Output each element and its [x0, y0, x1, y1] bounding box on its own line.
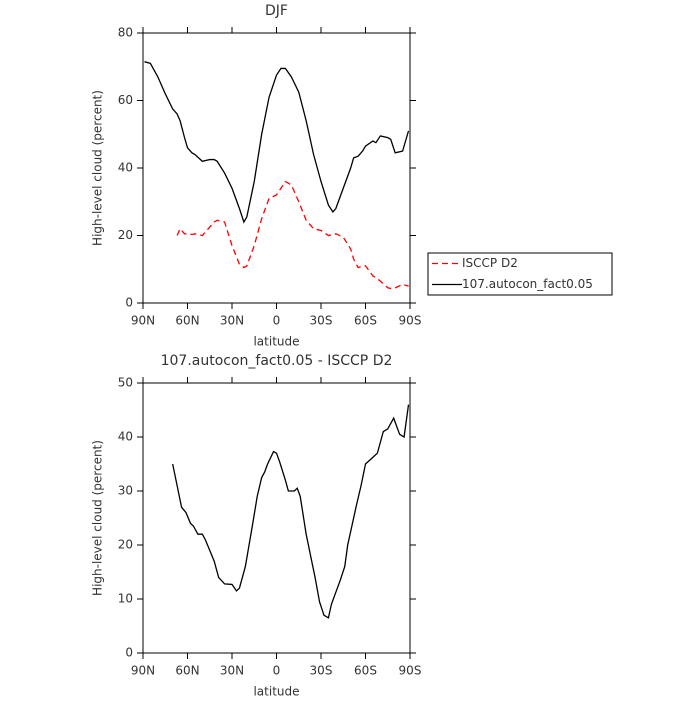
data-line: [176, 180, 409, 290]
legend-label: 107.autocon_fact0.05: [462, 277, 593, 291]
plot-frame: [142, 32, 411, 304]
x-tick-label: 60N: [175, 664, 199, 678]
x-tick-label: 30S: [310, 664, 333, 678]
x-tick-label: 30N: [220, 664, 244, 678]
x-tick-label: 30S: [310, 314, 333, 328]
legend-label: ISCCP D2: [462, 256, 518, 270]
y-tick-label: 0: [125, 296, 133, 310]
x-tick-label: 60S: [354, 314, 377, 328]
y-tick-label: 0: [125, 646, 133, 660]
y-tick-label: 10: [118, 592, 133, 606]
y-tick-label: 20: [118, 228, 133, 242]
y-axis-label: High-level cloud (percent): [91, 90, 105, 246]
x-tick-label: 90N: [131, 314, 155, 328]
x-tick-label: 0: [273, 664, 281, 678]
y-tick-label: 20: [118, 538, 133, 552]
y-tick-label: 40: [118, 430, 133, 444]
y-tick-label: 30: [118, 484, 133, 498]
data-line: [144, 61, 410, 224]
x-tick-label: 60N: [175, 314, 199, 328]
x-tick-label: 60S: [354, 664, 377, 678]
x-tick-label: 90S: [399, 664, 422, 678]
chart-title: DJF: [265, 3, 288, 19]
y-tick-label: 40: [118, 161, 133, 175]
y-tick-label: 80: [118, 26, 133, 40]
chart-title: 107.autocon_fact0.05 - ISCCP D2: [161, 353, 393, 369]
x-tick-label: 30N: [220, 314, 244, 328]
x-tick-label: 90N: [131, 664, 155, 678]
y-tick-label: 50: [118, 376, 133, 390]
legend-box: [427, 252, 613, 296]
x-tick-label: 0: [273, 314, 281, 328]
data-line: [172, 404, 410, 619]
y-axis-label: High-level cloud (percent): [91, 440, 105, 596]
x-tick-label: 90S: [399, 314, 422, 328]
y-tick-label: 60: [118, 93, 133, 107]
x-axis-label: latitude: [253, 685, 299, 699]
plot-frame: [142, 382, 411, 654]
x-axis-label: latitude: [253, 335, 299, 349]
